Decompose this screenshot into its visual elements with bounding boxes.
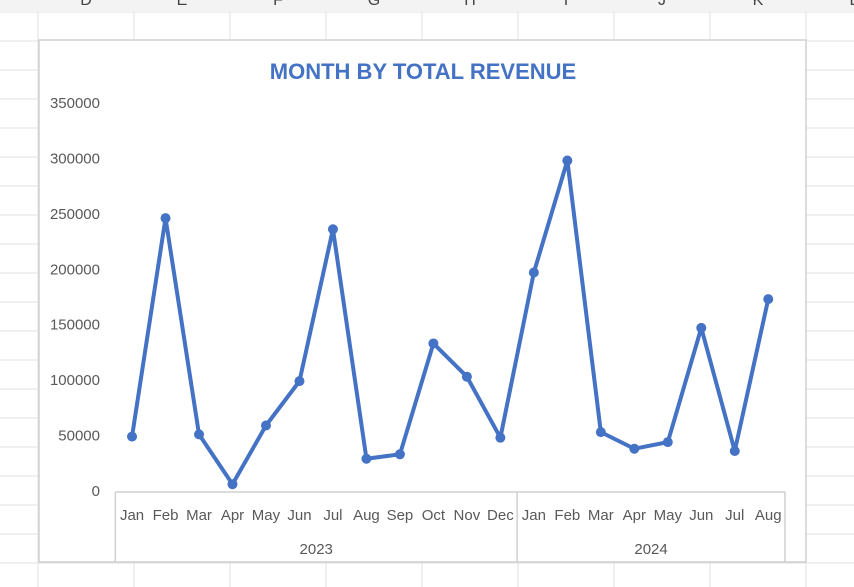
- x-tick-label: Jan: [120, 507, 144, 524]
- x-tick-label: Feb: [153, 507, 179, 524]
- column-header: G: [368, 0, 380, 9]
- point-marker: [194, 429, 205, 440]
- y-tick-label: 250000: [50, 206, 100, 223]
- x-tick-label: Jun: [287, 507, 311, 524]
- point-marker: [528, 267, 539, 278]
- point-marker: [127, 431, 138, 442]
- x-tick-label: Jul: [725, 507, 744, 524]
- x-tick-label: Aug: [755, 507, 782, 524]
- point-marker: [662, 437, 673, 448]
- point-marker: [595, 427, 606, 438]
- point-marker: [227, 479, 238, 490]
- point-marker: [327, 224, 338, 235]
- y-tick-label: 350000: [50, 95, 100, 112]
- header-row: [0, 0, 854, 12]
- x-tick-label: Nov: [454, 507, 481, 524]
- column-header: E: [177, 0, 188, 9]
- point-marker: [696, 322, 707, 333]
- point-marker: [160, 213, 171, 224]
- column-header: J: [658, 0, 666, 9]
- point-marker: [495, 432, 506, 443]
- chart-title: MONTH BY TOTAL REVENUE: [270, 59, 576, 84]
- point-marker: [361, 453, 372, 464]
- y-tick-label: 50000: [58, 428, 100, 445]
- x-tick-label: Mar: [588, 507, 614, 524]
- x-tick-label: Aug: [353, 507, 380, 524]
- x-tick-label: Apr: [623, 507, 646, 524]
- y-tick-label: 200000: [50, 261, 100, 278]
- point-marker: [629, 443, 640, 454]
- point-marker: [729, 445, 740, 456]
- x-tick-label: Sep: [387, 507, 414, 524]
- x-tick-label: Jul: [323, 507, 342, 524]
- y-tick-label: 0: [92, 483, 100, 500]
- x-tick-label: Feb: [554, 507, 580, 524]
- x-tick-label: Apr: [221, 507, 244, 524]
- x-tick-label: Dec: [487, 507, 514, 524]
- column-header: K: [753, 0, 764, 9]
- point-marker: [763, 294, 774, 305]
- x-group-label: 2023: [300, 541, 333, 558]
- point-marker: [294, 376, 305, 387]
- chart-area: [38, 39, 807, 563]
- x-tick-label: Oct: [422, 507, 446, 524]
- x-tick-label: Mar: [186, 507, 212, 524]
- x-group-label: 2024: [634, 541, 667, 558]
- column-header: L: [850, 0, 854, 9]
- x-tick-label: Jan: [522, 507, 546, 524]
- series-line: [130, 158, 771, 487]
- column-header: D: [80, 0, 92, 9]
- point-marker: [394, 449, 405, 460]
- x-tick-label: Jun: [689, 507, 713, 524]
- x-tick-label: May: [252, 507, 281, 524]
- point-marker: [562, 155, 573, 166]
- column-header: H: [464, 0, 476, 9]
- y-tick-label: 150000: [50, 317, 100, 334]
- y-tick-label: 300000: [50, 150, 100, 167]
- column-header: F: [273, 0, 283, 9]
- column-header: I: [564, 0, 568, 9]
- point-marker: [260, 420, 271, 431]
- point-marker: [428, 338, 439, 349]
- x-tick-label: May: [654, 507, 683, 524]
- y-tick-label: 100000: [50, 372, 100, 389]
- point-marker: [461, 371, 472, 382]
